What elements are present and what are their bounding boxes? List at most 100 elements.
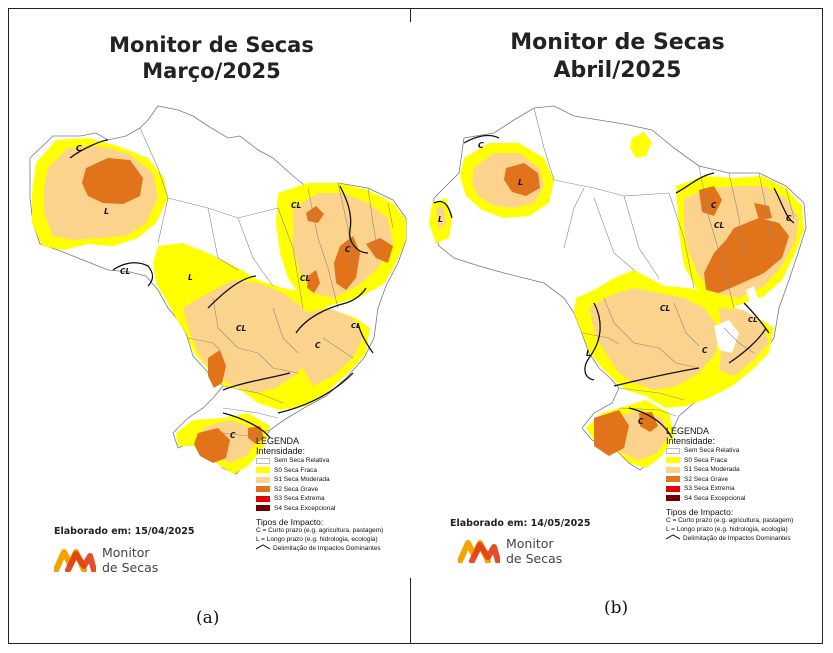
- s2-areas: [82, 158, 393, 463]
- logo-text-line1: Monitor: [102, 545, 150, 560]
- legend-impact-line: Delimitação de Impactos Dominantes: [683, 535, 791, 542]
- legend-swatch: [666, 476, 680, 483]
- panel-march: Monitor de Secas Março/2025: [8, 8, 415, 644]
- legend-impact-c: C = Curto prazo (e.g. agricultura, pasta…: [256, 527, 384, 534]
- legend-swatch: [256, 457, 270, 464]
- legend-item: S2 Seca Grave: [256, 485, 416, 495]
- legend-item: S4 Seca Excepcional: [256, 504, 416, 514]
- legend-item-label: S2 Seca Grave: [274, 485, 319, 493]
- legend-item: S0 Seca Fraca: [256, 466, 416, 476]
- panel-april: Monitor de Secas Abril/2025: [414, 8, 821, 644]
- legend-swatch: [256, 467, 270, 474]
- monitor-logo: Monitor de Secas: [54, 545, 158, 575]
- legend-impact-line-row: Delimitação de Impactos Dominantes: [256, 544, 416, 554]
- legend-item: S3 Seca Extrema: [256, 494, 416, 504]
- monitor-logo: Monitor de Secas: [458, 536, 562, 566]
- state-borders: [139, 127, 394, 437]
- legend-item-label: Sem Seca Relativa: [274, 457, 330, 465]
- no-drought-areas: [714, 286, 758, 353]
- legend-items: Sem Seca Relativa S0 Seca Fraca S1 Seca Mo…: [256, 456, 416, 513]
- impact-label: CL: [291, 201, 302, 210]
- impact-label: L: [518, 178, 523, 187]
- legend-item-label: S4 Seca Excepcional: [274, 504, 336, 512]
- map-legend: LEGENDA Intensidade: Sem Seca Relativa S0…: [256, 436, 416, 554]
- map-title: Monitor de Secas Abril/2025: [414, 29, 821, 84]
- legend-intensity-label: Intensidade:: [256, 446, 306, 456]
- impact-label: C: [478, 141, 484, 150]
- impact-label: C: [711, 201, 717, 210]
- impact-delimitation-lines: [69, 139, 374, 439]
- panel-divider: [410, 578, 411, 644]
- legend-item: S0 Seca Fraca: [666, 456, 826, 466]
- legend-item-label: S2 Seca Grave: [684, 475, 729, 483]
- impact-labels: C L CL L CL CL C CL C CL C: [76, 144, 361, 440]
- legend-swatch: [666, 495, 680, 502]
- legend-swatch: [666, 447, 680, 454]
- legend-item-label: S4 Seca Excepcional: [684, 494, 746, 502]
- legend-item: S2 Seca Grave: [666, 475, 826, 485]
- panel-caption: (b): [604, 598, 629, 618]
- impact-label: CL: [660, 304, 671, 313]
- legend-item: S1 Seca Moderada: [256, 475, 416, 485]
- legend-swatch: [256, 495, 270, 502]
- monitor-logo-icon: [458, 540, 500, 563]
- panel-divider: [410, 8, 411, 22]
- legend-swatch: [666, 466, 680, 473]
- impact-label: C: [786, 214, 792, 223]
- legend-impact-line: Delimitação de Impactos Dominantes: [273, 545, 381, 552]
- legend-impact-l: L = Longo prazo (e.g. hidrologia, ecolog…: [256, 535, 378, 543]
- panel-caption: (a): [196, 608, 220, 628]
- logo-text-line2: de Secas: [102, 560, 159, 575]
- impact-label: CL: [120, 267, 131, 276]
- impact-label: C: [230, 431, 236, 440]
- drought-map-march: C L CL L CL CL C CL C CL C: [29, 105, 407, 475]
- legend-item: Sem Seca Relativa: [666, 446, 826, 456]
- legend-swatch: [666, 457, 680, 464]
- impact-label: CL: [300, 274, 311, 283]
- logo-text-line2: de Secas: [506, 551, 563, 566]
- legend-item-label: S0 Seca Fraca: [274, 466, 317, 474]
- s2-areas: [504, 163, 789, 456]
- title-line-1: Monitor de Secas: [510, 30, 725, 55]
- title-line-1: Monitor de Secas: [109, 33, 314, 57]
- legend-swatch: [256, 476, 270, 483]
- legend-item: Sem Seca Relativa: [256, 456, 416, 466]
- impact-label: L: [586, 349, 591, 358]
- legend-item: S3 Seca Extrema: [666, 484, 826, 494]
- map-title: Monitor de Secas Março/2025: [8, 32, 415, 85]
- legend-impact-c: C = Curto prazo (e.g. agricultura, pasta…: [666, 517, 794, 524]
- legend-item: S1 Seca Moderada: [666, 465, 826, 475]
- logo-text-line1: Monitor: [506, 536, 554, 551]
- impact-label: C: [76, 144, 82, 153]
- elaborado-date: Elaborado em: 14/05/2025: [450, 518, 591, 529]
- monitor-logo-icon: [54, 549, 96, 572]
- drought-map-april: C L L C CL C CL L CL C C: [429, 105, 807, 471]
- legend-item-label: S1 Seca Moderada: [274, 476, 330, 484]
- legend-item-label: S3 Seca Extrema: [274, 495, 325, 503]
- legend-impact-title: Tipos de Impacto:: [666, 507, 734, 517]
- impact-label: L: [438, 215, 443, 224]
- legend-swatch: [256, 505, 270, 512]
- title-line-2: Março/2025: [142, 59, 281, 84]
- map-legend: LEGENDA Intensidade: Sem Seca Relativa S0…: [666, 426, 826, 544]
- logo-text: Monitor de Secas: [506, 536, 562, 566]
- legend-items: Sem Seca Relativa S0 Seca Fraca S1 Seca Mo…: [666, 446, 826, 503]
- impact-label: C: [345, 245, 351, 254]
- legend-item-label: S3 Seca Extrema: [684, 485, 735, 493]
- impact-label: L: [188, 273, 193, 282]
- impact-label: C: [638, 417, 644, 426]
- legend-swatch: [666, 485, 680, 492]
- legend-swatch: [256, 486, 270, 493]
- legend-title: LEGENDA: [666, 426, 710, 436]
- impact-labels: C L L C CL C CL L CL C C: [438, 141, 792, 426]
- title-line-2: Abril/2025: [553, 57, 682, 83]
- elaborado-date: Elaborado em: 15/04/2025: [54, 526, 195, 537]
- impact-label: L: [104, 207, 109, 216]
- impact-label: CL: [714, 221, 725, 230]
- legend-impact-l: L = Longo prazo (e.g. hidrologia, ecolog…: [666, 525, 788, 533]
- delimitation-line-icon: [666, 534, 680, 540]
- impact-delimitation-lines: [433, 134, 795, 439]
- impact-label: CL: [748, 316, 758, 324]
- legend-impact-title: Tipos de Impacto:: [256, 517, 324, 527]
- legend-item: S4 Seca Excepcional: [666, 494, 826, 504]
